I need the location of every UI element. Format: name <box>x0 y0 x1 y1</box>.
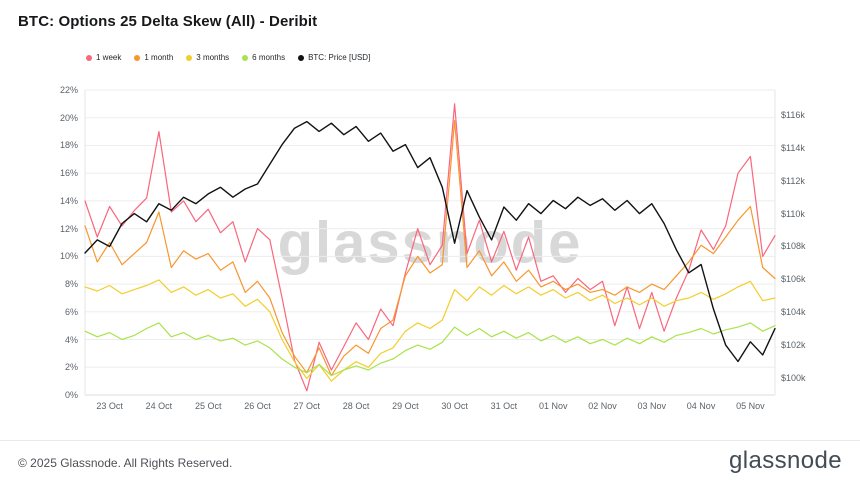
y-tick-label-left: 18% <box>59 140 78 151</box>
x-tick-label: 02 Nov <box>588 401 617 411</box>
y-tick-label-left: 22% <box>59 85 78 95</box>
legend-label: 1 week <box>96 53 122 62</box>
legend-item-3-months[interactable]: 3 months <box>186 53 229 62</box>
series-line-6-months[interactable] <box>84 322 776 377</box>
y-tick-label-left: 4% <box>64 334 78 345</box>
legend-dot <box>186 54 193 61</box>
legend-label: BTC: Price [USD] <box>308 53 371 62</box>
y-tick-label-right: $100k <box>781 372 806 383</box>
chart-plot[interactable] <box>84 89 776 396</box>
y-tick-label-left: 20% <box>59 112 78 123</box>
x-tick-label: 25 Oct <box>194 401 222 411</box>
x-tick-label: 29 Oct <box>392 401 419 411</box>
legend-dot <box>298 54 305 61</box>
x-tick-label: 04 Nov <box>686 401 716 411</box>
legend-label: 1 month <box>144 53 174 62</box>
series-line-3-months[interactable] <box>84 279 776 382</box>
x-tick-label: 01 Nov <box>538 401 568 411</box>
legend-label: 3 months <box>196 53 230 62</box>
legend-label: 6 months <box>252 53 286 62</box>
chart-title: BTC: Options 25 Delta Skew (All) - Derib… <box>18 13 318 30</box>
y-tick-label-right: $108k <box>781 241 806 252</box>
y-tick-label-right: $106k <box>781 274 806 285</box>
x-tick-label: 23 Oct <box>96 401 123 411</box>
x-tick-label: 30 Oct <box>441 401 468 411</box>
x-tick-label: 24 Oct <box>145 401 173 411</box>
y-tick-label-right: $110k <box>781 208 805 219</box>
y-tick-label-left: 2% <box>64 362 78 373</box>
y-tick-label-left: 0% <box>64 390 78 400</box>
y-tick-label-left: 14% <box>59 195 78 206</box>
y-tick-label-right: $102k <box>781 340 806 351</box>
y-tick-label-right: $112k <box>781 175 805 186</box>
y-tick-label-right: $114k <box>781 142 805 153</box>
x-tick-label: 27 Oct <box>293 401 321 411</box>
legend-dot <box>134 54 141 61</box>
legend-item-1-week[interactable]: 1 week <box>86 53 121 62</box>
legend-item-1-month[interactable]: 1 month <box>134 53 173 62</box>
series-line-1-week[interactable] <box>84 103 776 392</box>
legend-dot <box>86 54 92 61</box>
glassnode-logo: glassnode <box>728 447 842 474</box>
y-tick-label-left: 8% <box>64 279 78 290</box>
footer-divider <box>0 440 860 441</box>
y-tick-label-left: 10% <box>59 251 78 262</box>
x-tick-label: 28 Oct <box>342 401 370 411</box>
chart-legend: 1 week 1 month 3 months 6 months BTC: Price … <box>86 53 370 62</box>
x-tick-label: 26 Oct <box>244 401 271 411</box>
y-tick-label-right: $104k <box>781 307 806 318</box>
y-tick-label-left: 12% <box>59 223 78 234</box>
y-tick-label-left: 6% <box>64 306 78 317</box>
x-tick-label: 03 Nov <box>637 401 667 411</box>
legend-dot <box>242 54 249 61</box>
legend-item-6-months[interactable]: 6 months <box>242 53 285 62</box>
series-line-1-month[interactable] <box>84 119 776 377</box>
series-line-btc-price-usd[interactable] <box>84 120 776 363</box>
y-tick-label-left: 16% <box>59 168 78 179</box>
x-tick-label: 31 Oct <box>490 401 518 411</box>
legend-item-btc-price-usd[interactable]: BTC: Price [USD] <box>298 53 370 62</box>
y-tick-label-right: $116k <box>781 110 805 120</box>
copyright-text: © 2025 Glassnode. All Rights Reserved. <box>18 456 233 470</box>
x-tick-label: 05 Nov <box>736 401 765 411</box>
